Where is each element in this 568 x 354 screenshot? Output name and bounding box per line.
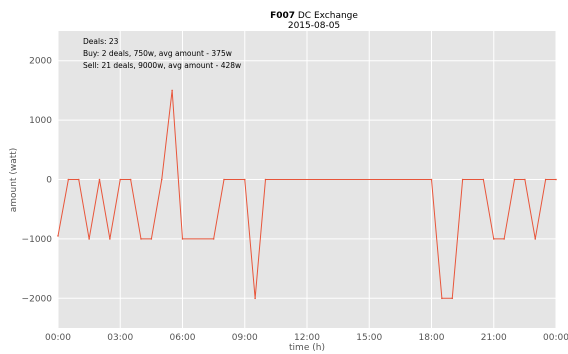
data-point (57, 235, 59, 237)
x-tick-label: 15:00 (356, 333, 382, 343)
data-point (77, 178, 80, 181)
tick-labels: 00:00 03:00 06:00 09:00 12:00 15:00 18:00 21:00… (22, 57, 568, 343)
y-tick-label: 2000 (29, 57, 52, 67)
data-point (98, 178, 101, 181)
data-point (254, 297, 256, 300)
data-point (119, 178, 122, 181)
data-point (461, 178, 464, 181)
data-point (492, 238, 495, 240)
x-tick-label: 06:00 (170, 333, 196, 343)
data-point (109, 238, 111, 240)
annotation-deals: Deals: 23 (83, 37, 119, 46)
chart-title-bold: F007 (270, 11, 295, 21)
y-tick-label: −1000 (22, 235, 53, 245)
chart-title: F007 DC Exchange (270, 11, 358, 21)
x-tick-label: 12:00 (294, 333, 320, 343)
x-axis-label: time (h) (289, 343, 325, 353)
data-point (150, 238, 153, 240)
x-tick-label: 03:00 (107, 333, 133, 343)
data-point (534, 238, 537, 240)
data-point (451, 297, 454, 300)
data-point (129, 178, 132, 181)
data-point (430, 178, 433, 181)
data-point (171, 89, 173, 92)
data-point (503, 238, 505, 240)
chart-subtitle: 2015-08-05 (288, 21, 340, 31)
series-layer (57, 89, 557, 300)
data-point (544, 178, 547, 181)
y-tick-label: −2000 (22, 294, 53, 304)
x-tick-label: 18:00 (419, 333, 445, 343)
data-point (513, 178, 516, 181)
series-line (57, 90, 556, 299)
data-point (441, 297, 443, 300)
data-point (181, 238, 184, 240)
data-point (243, 178, 246, 181)
grid (57, 31, 557, 328)
data-point (88, 238, 90, 240)
data-point (264, 178, 267, 181)
y-axis-label: amount (watt) (9, 148, 19, 213)
data-point (140, 238, 142, 240)
data-point (482, 178, 485, 181)
data-point (212, 238, 215, 240)
annotation-buy: Buy: 2 deals, 750w, avg amount - 375w (83, 49, 232, 58)
annotation-sell: Sell: 21 deals, 9000w, avg amount - 428w (83, 61, 241, 70)
data-point (555, 178, 557, 181)
x-tick-label: 00:00 (543, 333, 568, 343)
x-tick-label: 21:00 (481, 333, 507, 343)
y-tick-label: 1000 (29, 116, 52, 126)
data-point (524, 178, 526, 181)
x-tick-label: 09:00 (232, 333, 258, 343)
y-tick-label: 0 (46, 176, 52, 186)
data-point (223, 178, 225, 181)
chart-title-rest-text: DC Exchange (298, 11, 359, 21)
annotation-box: Deals: 23 Buy: 2 deals, 750w, avg amount… (83, 37, 241, 70)
data-point (160, 178, 163, 181)
x-tick-label: 00:00 (45, 333, 71, 343)
data-point (67, 178, 70, 181)
